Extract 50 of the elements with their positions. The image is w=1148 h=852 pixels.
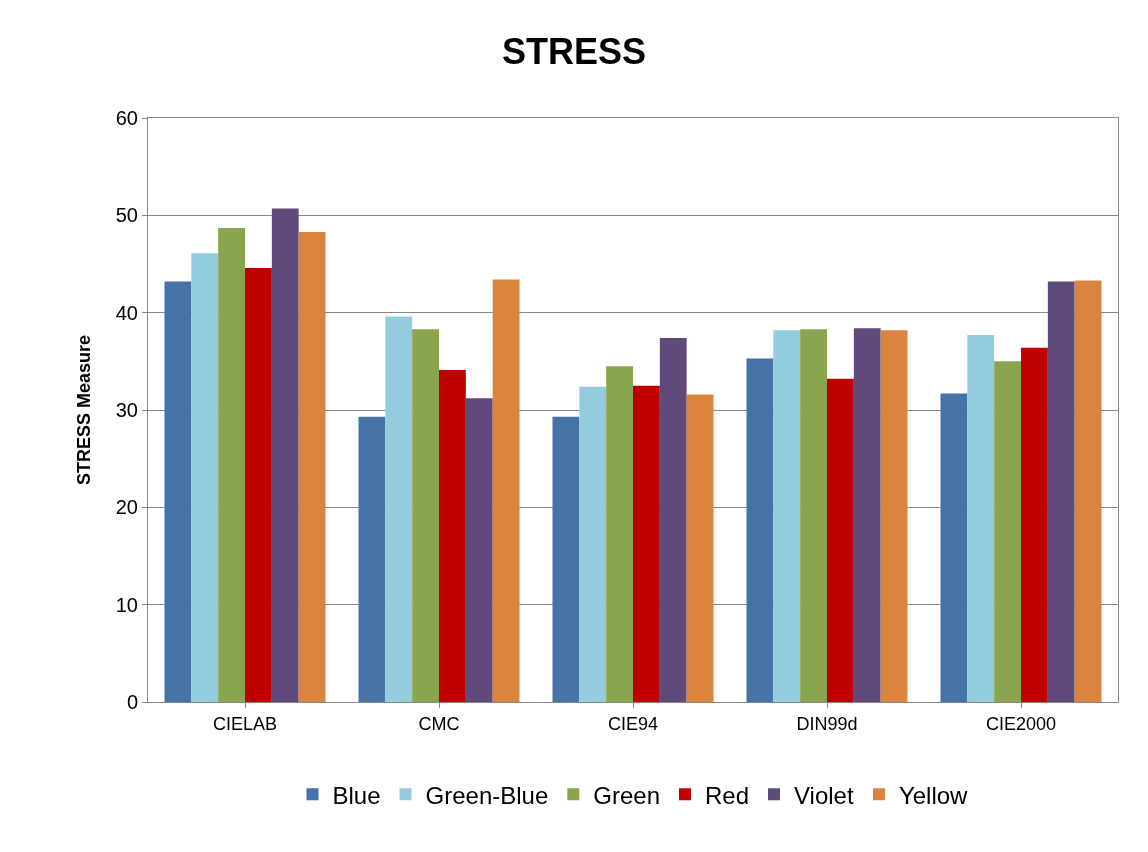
x-tick-label: CIE2000	[985, 713, 1057, 734]
bar	[1047, 281, 1075, 702]
x-tick-label: CIELAB	[212, 713, 278, 734]
y-tick-label: 0	[126, 691, 138, 713]
bar	[412, 329, 439, 702]
bar	[1074, 280, 1102, 702]
bar	[164, 281, 192, 702]
bar	[659, 337, 687, 702]
legend-label: Blue	[332, 781, 381, 809]
y-tick-label: 10	[115, 593, 138, 616]
y-tick-label: 50	[115, 204, 138, 227]
bar	[686, 394, 714, 702]
bar	[853, 328, 881, 702]
legend-label: Violet	[794, 781, 854, 809]
chart-title: STRESS	[501, 30, 647, 72]
bar	[746, 358, 774, 702]
y-axis-title: STRESS Measure	[73, 334, 94, 486]
bar	[271, 208, 299, 702]
bar	[191, 253, 219, 702]
bar	[298, 231, 326, 702]
bar	[773, 330, 801, 702]
bar	[492, 279, 520, 702]
bar	[465, 398, 493, 702]
bar	[606, 366, 633, 702]
bar	[245, 267, 272, 702]
bar	[994, 361, 1021, 702]
legend-label: Red	[704, 781, 750, 809]
bar	[218, 227, 245, 702]
y-tick-label: 40	[115, 301, 138, 324]
x-tick-label: DIN99d	[796, 713, 858, 734]
bar	[552, 416, 580, 702]
y-tick-label: 30	[115, 399, 138, 421]
legend-label: Green-Blue	[425, 781, 549, 809]
y-tick-label: 60	[115, 107, 138, 129]
bar	[800, 329, 827, 702]
bar	[1021, 347, 1048, 702]
bar	[439, 370, 466, 702]
bar	[633, 385, 660, 702]
x-tick-label: CIE94	[607, 713, 659, 734]
bar	[827, 378, 854, 702]
bar	[967, 335, 995, 702]
bar	[579, 386, 607, 702]
bar	[358, 416, 386, 702]
y-tick-label: 20	[115, 496, 138, 519]
bar	[385, 316, 413, 702]
bar	[940, 393, 968, 702]
bar	[880, 330, 908, 702]
legend-label: Yellow	[898, 781, 969, 809]
x-tick-label: CMC	[418, 713, 460, 734]
legend-label: Green	[593, 781, 660, 809]
